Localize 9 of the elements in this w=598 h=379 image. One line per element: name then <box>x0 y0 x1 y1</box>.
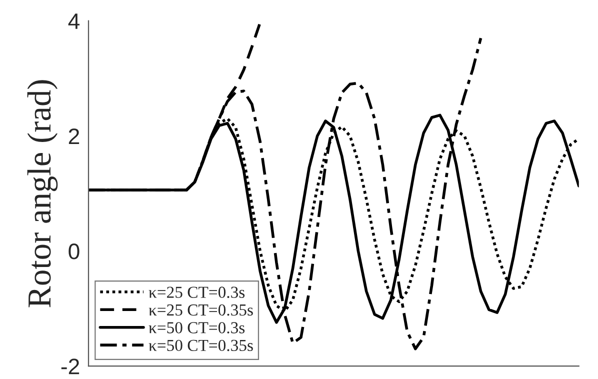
legend-label: κ=50 CT=0.3s <box>148 322 245 334</box>
y-tick-label: 4 <box>68 14 80 29</box>
y-tick-label: 2 <box>68 128 80 144</box>
legend-label: κ=50 CT=0.35s <box>148 340 253 352</box>
y-tick-label: -2 <box>61 358 80 374</box>
legend-label: κ=25 CT=0.3s <box>148 286 245 298</box>
y-axis-title: Rotor angle (rad) <box>27 80 58 308</box>
legend-label: κ=25 CT=0.35s <box>148 304 253 316</box>
y-tick-label: 0 <box>68 244 80 260</box>
